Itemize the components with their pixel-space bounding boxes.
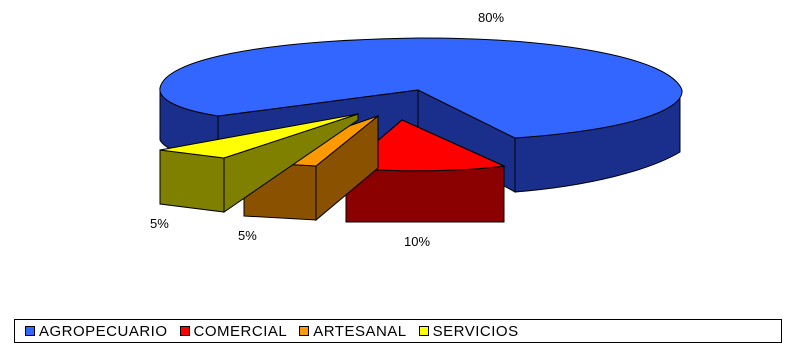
chart-legend: AGROPECUARIO COMERCIAL ARTESANAL SERVICI… xyxy=(14,319,782,343)
slice-servicios xyxy=(159,113,359,213)
legend-swatch-agropecuario xyxy=(25,326,35,336)
legend-label-artesanal: ARTESANAL xyxy=(313,322,407,340)
legend-label-agropecuario: AGROPECUARIO xyxy=(39,322,168,340)
legend-item-agropecuario: AGROPECUARIO xyxy=(25,323,168,340)
legend-item-servicios: SERVICIOS xyxy=(418,322,519,340)
slice-agropecuario-top xyxy=(159,37,683,139)
data-label-servicios: 5% xyxy=(150,216,169,231)
data-label-artesanal: 5% xyxy=(238,228,257,243)
data-label-comercial: 10% xyxy=(404,234,430,249)
legend-swatch-comercial xyxy=(179,326,190,336)
slice-servicios-front xyxy=(159,149,225,213)
legend-label-servicios: SERVICIOS xyxy=(432,322,519,340)
slice-comercial xyxy=(344,119,506,223)
legend-swatch-servicios xyxy=(418,326,429,336)
legend-swatch-artesanal xyxy=(299,326,310,336)
slice-servicios-top xyxy=(159,113,359,159)
legend-label-comercial: COMERCIAL xyxy=(193,322,288,340)
data-label-agropecuario: 80% xyxy=(478,10,504,25)
legend-item-comercial: COMERCIAL xyxy=(179,322,288,340)
legend-item-artesanal: ARTESANAL xyxy=(299,323,406,340)
